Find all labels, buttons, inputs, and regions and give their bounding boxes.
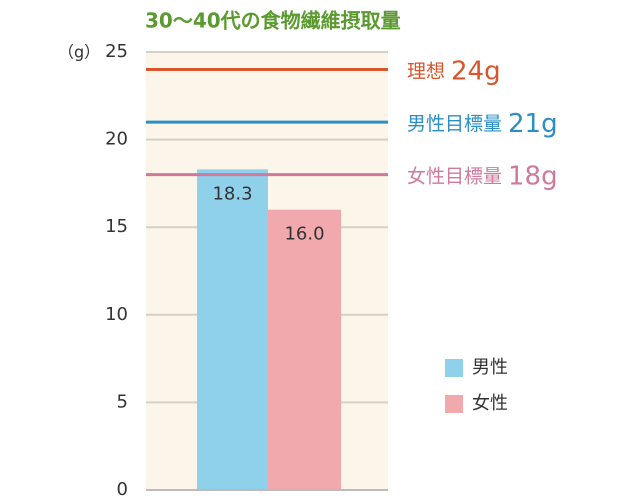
reference-value: 24g — [451, 56, 501, 86]
y-tick-label: 15 — [105, 216, 128, 237]
reference-name: 男性目標量 — [407, 113, 502, 135]
y-tick-label: 5 — [117, 391, 128, 412]
value-label: 18.3 — [212, 183, 252, 204]
legend-swatch — [445, 359, 463, 377]
reference-value: 18g — [508, 161, 558, 191]
reference-label: 女性目標量 18g — [407, 161, 558, 191]
chart-title: 30〜40代の食物繊維摂取量 — [145, 9, 401, 33]
y-tick-label: 0 — [117, 479, 128, 500]
reference-label: 男性目標量 21g — [407, 109, 558, 139]
legend-swatch — [445, 395, 463, 413]
reference-name: 女性目標量 — [407, 165, 502, 187]
legend-label: 男性 — [472, 357, 508, 378]
y-tick-label: 20 — [105, 129, 128, 150]
y-tick-label: 10 — [105, 304, 128, 325]
y-tick-label: 25 — [105, 41, 128, 62]
y-axis-label: （g） — [58, 43, 100, 62]
bar — [268, 209, 341, 490]
reference-value: 21g — [508, 109, 558, 139]
reference-name: 理想 — [407, 60, 445, 82]
legend-label: 女性 — [472, 393, 508, 414]
bar — [197, 169, 268, 490]
value-label: 16.0 — [284, 224, 324, 245]
reference-label: 理想 24g — [407, 56, 501, 86]
